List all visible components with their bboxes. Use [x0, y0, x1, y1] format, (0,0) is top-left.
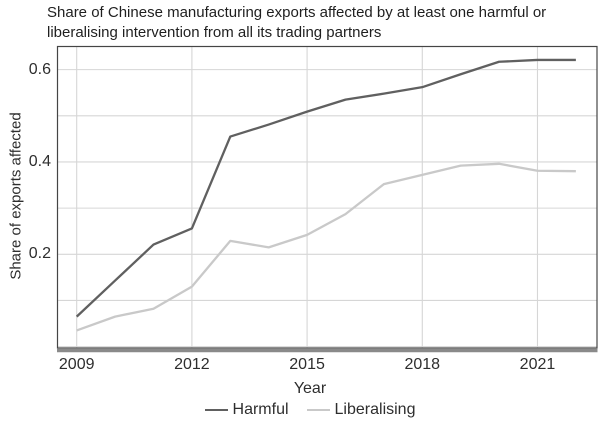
chart-title-line-2: liberalising intervention from all its t…	[47, 24, 382, 41]
legend-item-liberalising: Liberalising	[306, 401, 416, 419]
chart-title: Share of Chinese manufacturing exports a…	[47, 3, 546, 43]
x-tick-label: 2021	[519, 356, 556, 373]
y-tick-label: 0.6	[28, 60, 51, 78]
x-tick-label: 2012	[174, 356, 210, 373]
x-tick-label: 2018	[404, 356, 441, 373]
y-tick-label: 0.2	[28, 245, 51, 263]
legend-item-harmful: Harmful	[204, 401, 289, 419]
liberalising-line-swatch-icon	[306, 408, 330, 412]
series-lines	[75, 58, 576, 332]
x-tick-label: 2015	[289, 356, 325, 373]
legend: Harmful Liberalising	[15, 401, 605, 419]
gridlines	[57, 47, 597, 348]
harmful-line-swatch-icon	[204, 408, 228, 412]
legend-label-harmful: Harmful	[232, 401, 289, 418]
chart-title-line-1: Share of Chinese manufacturing exports a…	[47, 4, 547, 21]
x-tick-label: 2009	[58, 356, 95, 373]
y-tick-label: 0.4	[28, 152, 51, 170]
panel-border	[56, 45, 598, 349]
x-axis-title: Year	[293, 380, 327, 397]
series-line-harmful	[75, 58, 576, 318]
legend-label-liberalising: Liberalising	[334, 401, 416, 418]
series-line-liberalising	[76, 162, 576, 332]
y-axis-title: Share of exports affected	[7, 112, 25, 280]
